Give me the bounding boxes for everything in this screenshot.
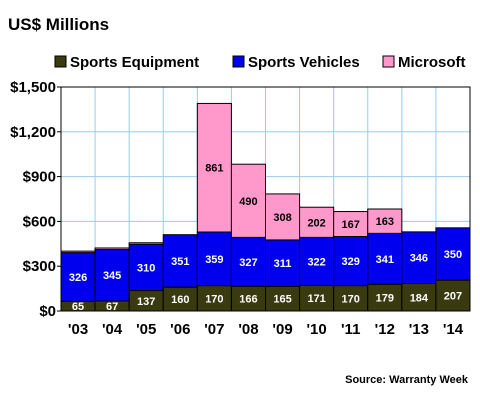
data-label: 308 xyxy=(273,212,291,224)
bar-segment-microsoft xyxy=(299,206,335,238)
x-tick-label: '03 xyxy=(68,321,88,338)
bar-segment-microsoft xyxy=(60,250,96,254)
bar-segment-sports-equipment xyxy=(230,285,267,312)
x-tick-label: '07 xyxy=(204,321,224,338)
data-label: 345 xyxy=(103,270,121,282)
data-labels: 65 326 67 345 137 310 160 351 170 359 861 166 327 490… xyxy=(69,163,462,313)
legend-swatch xyxy=(382,55,395,68)
data-label: 184 xyxy=(410,292,429,304)
data-label: 341 xyxy=(376,254,394,266)
bar-segment-microsoft xyxy=(333,211,369,237)
x-tick-label: '08 xyxy=(238,321,258,338)
x-tick-label: '12 xyxy=(375,321,395,338)
data-label: 166 xyxy=(239,294,257,306)
legend-swatch xyxy=(232,55,245,68)
legend-swatch xyxy=(54,55,67,68)
bar-segment-sports-vehicles xyxy=(230,236,267,287)
y-tick-label: $1,200 xyxy=(10,124,56,141)
chart-title: US$ Millions xyxy=(8,15,109,34)
data-label: 351 xyxy=(171,256,189,268)
legend-label: Sports Equipment xyxy=(70,54,199,71)
data-label: 327 xyxy=(239,257,257,269)
data-label: 326 xyxy=(69,272,87,284)
data-label: 167 xyxy=(342,219,360,231)
bar-segment-sports-vehicles xyxy=(162,234,198,288)
data-label: 160 xyxy=(171,294,189,306)
data-label: 207 xyxy=(444,291,462,303)
data-label: 310 xyxy=(137,262,155,274)
data-label: 359 xyxy=(205,254,223,266)
x-tick-label: '13 xyxy=(409,321,429,338)
data-label: 346 xyxy=(410,253,428,265)
data-label: 350 xyxy=(444,249,462,261)
bars xyxy=(60,102,471,312)
data-label: 861 xyxy=(205,163,223,175)
y-axis: $0 $300 $600 $900 $1,200 $1,500 xyxy=(10,79,61,320)
legend-label: Microsoft xyxy=(398,54,466,71)
y-tick-label: $900 xyxy=(23,169,56,186)
x-tick-label: '14 xyxy=(443,321,464,338)
legend: Sports Equipment Sports Vehicles Microsoft xyxy=(54,54,466,71)
data-label: 179 xyxy=(376,293,394,305)
x-tick-label: '04 xyxy=(102,321,123,338)
bar-segment-microsoft xyxy=(230,163,267,238)
data-label: 170 xyxy=(342,293,360,305)
bar-segment-sports-equipment xyxy=(333,285,369,312)
x-tick-label: '05 xyxy=(136,321,156,338)
bar-segment-microsoft xyxy=(94,247,130,250)
plot-area: 65 326 67 345 137 310 160 351 170 359 861 166 327 490… xyxy=(60,86,471,313)
y-tick-label: $1,500 xyxy=(10,79,56,96)
bar-segment-microsoft xyxy=(265,193,301,241)
data-label: 137 xyxy=(137,296,155,308)
data-label: 322 xyxy=(307,256,325,268)
bar-segment-microsoft xyxy=(367,208,403,234)
bar-segment-sports-vehicles xyxy=(435,227,471,281)
legend-label: Sports Vehicles xyxy=(248,54,360,71)
x-tick-label: '11 xyxy=(341,321,360,338)
bar-segment-sports-vehicles xyxy=(299,236,335,286)
data-label: 165 xyxy=(273,294,291,306)
data-label: 202 xyxy=(307,217,325,229)
data-label: 329 xyxy=(342,256,360,268)
y-tick-label: $300 xyxy=(23,258,56,275)
y-tick-label: $600 xyxy=(23,213,56,230)
y-tick-label: $0 xyxy=(39,303,56,320)
data-label: 170 xyxy=(205,293,223,305)
data-label: 171 xyxy=(307,293,325,305)
x-tick-label: '06 xyxy=(170,321,190,338)
x-tick-label: '10 xyxy=(306,321,326,338)
bar-segment-sports-vehicles xyxy=(94,248,130,302)
bar-segment-microsoft xyxy=(128,242,164,245)
data-label: 65 xyxy=(72,301,84,313)
bar-segment-sports-equipment xyxy=(299,284,335,312)
bar-segment-sports-vehicles xyxy=(128,243,164,292)
x-tick-label: '09 xyxy=(272,321,292,338)
x-axis: '03 '04 '05 '06 '07 '08 '09 '10 '11 '12 '13 '14 xyxy=(68,321,464,338)
data-label: 163 xyxy=(376,216,394,228)
data-label: 67 xyxy=(106,301,118,313)
bar-segment-sports-vehicles xyxy=(401,231,437,285)
plot-border xyxy=(60,86,471,312)
data-label: 490 xyxy=(239,196,257,208)
source-note: Source: Warranty Week xyxy=(345,374,469,386)
bar-segment-microsoft xyxy=(196,102,232,233)
data-label: 311 xyxy=(274,258,292,270)
